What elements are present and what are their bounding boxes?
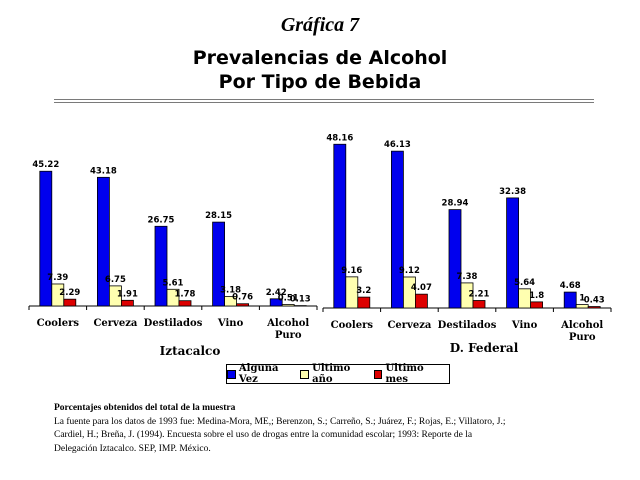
data-label: 1.91 xyxy=(117,289,138,299)
bar xyxy=(448,209,462,309)
legend-label: Ultimo mes xyxy=(385,363,424,385)
data-label: 0.43 xyxy=(584,296,605,306)
title-line-1: Prevalencias de Alcohol xyxy=(192,47,448,69)
category-label: Destilados xyxy=(144,318,203,329)
data-label: 9.12 xyxy=(399,266,420,276)
bar xyxy=(390,150,404,309)
footnote-line-1: La fuente para los datos de 1993 fue: Me… xyxy=(54,416,506,427)
data-label: 2.29 xyxy=(59,288,80,298)
bar xyxy=(269,298,283,307)
data-label: 43.18 xyxy=(90,166,117,176)
data-label: 2.42 xyxy=(266,288,287,298)
bar xyxy=(563,291,577,309)
footnote-heading: Porcentajes obtenidos del total de la mu… xyxy=(54,403,236,413)
data-label: 0.51 xyxy=(278,293,299,303)
legend-swatch xyxy=(300,369,310,379)
page-title: Prevalencias de Alcohol Por Tipo de Bebi… xyxy=(0,46,640,94)
category-label: Puro xyxy=(275,330,302,341)
bar xyxy=(154,225,168,307)
group-label: D. Federal xyxy=(450,341,519,355)
bar xyxy=(212,221,226,307)
legend: Alguna Vez Ultimo año Ultimo mes xyxy=(226,363,450,385)
bar xyxy=(506,197,520,309)
data-label: 1.78 xyxy=(175,290,196,300)
bar xyxy=(39,170,53,307)
data-label: 3.18 xyxy=(220,286,241,296)
data-label: 48.16 xyxy=(326,133,353,143)
data-label: 9.16 xyxy=(341,266,362,276)
bar xyxy=(281,304,295,307)
category-label: Alcohol xyxy=(560,320,603,331)
bar xyxy=(345,276,359,309)
bar xyxy=(178,300,192,307)
legend-label: Ultimo año xyxy=(312,363,351,385)
bar xyxy=(224,296,238,307)
data-label: 6.75 xyxy=(105,275,126,285)
legend-swatch xyxy=(227,369,236,379)
data-label: 28.94 xyxy=(442,199,469,209)
legend-item-alguna-vez: Alguna Vez xyxy=(227,363,300,385)
title-rule-top xyxy=(54,99,594,100)
data-label: 3.2 xyxy=(356,286,371,296)
category-label: Vino xyxy=(511,320,538,331)
footnote-line-2: Cardiel, H.; Breña, J. (1994). Encuesta … xyxy=(54,430,473,440)
data-label: 28.15 xyxy=(205,211,232,221)
data-label: 5.64 xyxy=(514,278,535,288)
data-label: 4.07 xyxy=(411,283,432,293)
data-label: 0.13 xyxy=(290,295,311,305)
bar xyxy=(97,176,110,307)
bar xyxy=(63,298,77,307)
category-label: Alcohol xyxy=(266,318,309,329)
figure-number: Gráfica 7 xyxy=(280,14,360,36)
data-label: 5.61 xyxy=(163,278,184,288)
group-label: Iztacalco xyxy=(160,344,221,358)
footnote: Porcentajes obtenidos del total de la mu… xyxy=(54,402,594,456)
legend-swatch xyxy=(373,369,383,379)
category-label: Cerveza xyxy=(93,318,137,329)
data-label: 7.39 xyxy=(47,273,68,283)
data-label: 1.8 xyxy=(529,291,544,301)
bar xyxy=(587,306,601,309)
category-label: Coolers xyxy=(37,318,80,329)
legend-item-ultimo-ano: Ultimo año xyxy=(300,363,373,385)
data-label: 4.68 xyxy=(560,281,581,291)
data-label: 7.38 xyxy=(457,272,478,282)
category-label: Cerveza xyxy=(387,320,431,331)
bar xyxy=(166,288,180,307)
bar xyxy=(414,293,428,309)
legend-item-ultimo-mes: Ultimo mes xyxy=(373,363,449,385)
data-label: 46.13 xyxy=(384,140,411,150)
bar xyxy=(121,299,134,307)
category-label: Puro xyxy=(569,332,596,343)
bar xyxy=(357,296,371,309)
data-label: 2.21 xyxy=(469,289,490,299)
footnote-line-3: Delegación Iztacalco. SEP, IMP. México. xyxy=(54,443,211,454)
data-label: 1 xyxy=(579,294,585,304)
bar xyxy=(109,285,122,307)
title-rule-bottom xyxy=(54,102,594,103)
bar xyxy=(530,301,543,309)
category-label: Destilados xyxy=(438,320,497,331)
title-line-2: Por Tipo de Bebida xyxy=(218,71,422,93)
data-label: 32.38 xyxy=(499,187,526,197)
data-label: 45.22 xyxy=(32,160,59,170)
bar xyxy=(333,143,347,309)
category-label: Coolers xyxy=(331,320,374,331)
data-label: 0.76 xyxy=(232,293,253,303)
bar xyxy=(236,303,250,307)
bar xyxy=(460,282,474,309)
bar xyxy=(402,276,416,309)
legend-label: Alguna Vez xyxy=(238,363,279,385)
bar xyxy=(518,288,531,309)
data-label: 26.75 xyxy=(148,215,175,225)
bar xyxy=(472,300,486,309)
category-label: Vino xyxy=(217,318,244,329)
bar xyxy=(51,283,65,307)
